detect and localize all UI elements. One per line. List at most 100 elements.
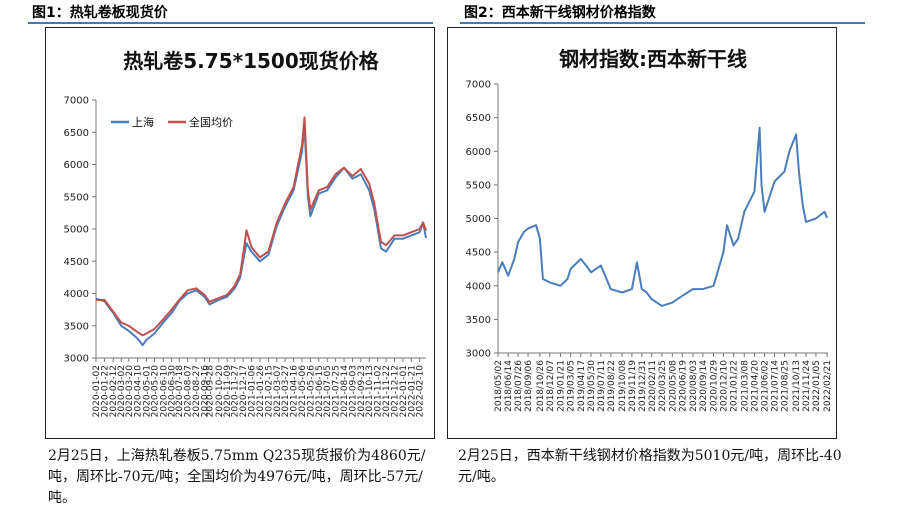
x-tick-label: 2019/05/30 <box>587 360 597 412</box>
x-tick-label: 2019/03/05 <box>567 360 577 412</box>
x-tick-label: 2021-06-15 <box>315 365 325 417</box>
x-tick-label: 2021-01-26 <box>256 365 266 418</box>
series-line-0 <box>497 126 829 307</box>
y-tick-label: 4500 <box>466 248 491 259</box>
y-tick-label: 5000 <box>64 225 89 236</box>
x-tick-label: 2020/09/14 <box>699 360 709 412</box>
x-tick-label: 2020-02-12 <box>109 365 119 417</box>
x-tick-label: 2021-07-25 <box>332 365 342 417</box>
x-tick-label: 2020/02/11 <box>648 360 658 412</box>
x-tick-label: 2021-02-15 <box>264 365 274 417</box>
x-tick-label: 2020-01-22 <box>100 365 110 417</box>
x-tick-label: 2022-01-21 <box>407 365 417 417</box>
x-tick-label: 2020-06-10 <box>159 365 169 418</box>
x-tick-label: 2020/08/03 <box>689 360 699 412</box>
y-tick-label: 7000 <box>466 80 491 91</box>
y-tick-label: 3000 <box>64 354 89 365</box>
x-tick-label: 2021-05-06 <box>298 365 308 418</box>
y-tick-label: 3500 <box>64 321 89 332</box>
x-tick-label: 2018/05/02 <box>494 360 504 412</box>
series-line-0 <box>95 124 427 347</box>
x-tick-label: 2021-03-27 <box>281 365 291 417</box>
x-tick-label: 2018/07/26 <box>514 360 524 412</box>
chart-panel-hot-rolled: 热轧卷5.75*1500现货价格 3000 3500 4000 4500 5000 5500… <box>45 27 435 439</box>
x-tick-label: 2021/03/08 <box>740 360 750 412</box>
x-tick-label: 2019/01/21 <box>556 360 566 412</box>
x-tick-label: 2022-01-01 <box>399 365 409 417</box>
x-tick-label: 2019/11/19 <box>628 360 638 412</box>
x-tick-label: 2018/12/07 <box>546 360 556 412</box>
x-tick-label: 2019/08/22 <box>607 360 617 412</box>
x-tick-label: 2020-09-28 <box>206 365 216 418</box>
y-tick-label: 6000 <box>64 160 89 171</box>
y-tick-label: 4000 <box>466 281 491 292</box>
x-tick-label: 2021-10-13 <box>365 365 375 417</box>
x-tick-label: 2020-03-02 <box>117 365 127 417</box>
x-tick-label: 2021-03-07 <box>273 365 283 417</box>
x-tick-label: 2021/11/24 <box>802 360 812 412</box>
x-tick-label: 2020-12-17 <box>239 365 249 417</box>
figure-1-label: 图1：热轧卷板现货价 <box>32 5 168 21</box>
x-tick-label: 2021-08-14 <box>340 365 350 418</box>
y-tick-label: 5000 <box>466 214 491 225</box>
x-tick-label: 2021-05-26 <box>306 365 316 418</box>
chart-panel-steel-index: 钢材指数:西本新干线 3000 3500 4000 4500 5000 5500 6000 65… <box>447 27 837 439</box>
y-tick-label: 6500 <box>466 113 491 124</box>
x-tick-label: 2020-05-01 <box>142 365 152 417</box>
x-tick-label: 2020-06-30 <box>168 365 178 418</box>
y-tick-label: 4500 <box>64 257 89 268</box>
x-tick-label: 2019/07/11 <box>597 360 607 412</box>
hot-rolled-price-chart: 热轧卷5.75*1500现货价格 3000 3500 4000 4500 5000 5500… <box>64 49 427 418</box>
x-tick-label: 2020/06/19 <box>678 360 688 412</box>
x-tick-label: 2020/10/29 <box>710 360 720 412</box>
figure-1-rule <box>28 22 433 24</box>
x-tick-label: 2020-04-10 <box>134 365 144 418</box>
x-tick-label: 2021/08/25 <box>780 360 790 412</box>
x-tick-label: 2018/10/26 <box>536 360 546 412</box>
x-tick-label: 2021/01/22 <box>730 360 740 412</box>
y-tick-label: 3000 <box>466 349 491 360</box>
figure-2-label: 图2：西本新干线钢材价格指数 <box>464 5 656 21</box>
figure-2-rule <box>460 22 865 24</box>
x-tick-label: 2021-11-22 <box>382 365 392 417</box>
x-tick-label: 2022/02/21 <box>823 360 833 412</box>
x-tick-label: 2021/04/20 <box>750 360 760 412</box>
x-tick-label: 2020/12/10 <box>719 360 729 412</box>
y-tick-label: 3500 <box>466 315 491 326</box>
y-tick-label: 7000 <box>64 96 89 107</box>
x-tick-label: 2022-02-10 <box>416 365 426 418</box>
legend-label: 全国均价 <box>189 115 233 129</box>
x-tick-label: 2021/10/13 <box>792 360 802 412</box>
y-tick-label: 6500 <box>64 128 89 139</box>
y-tick-label: 4000 <box>64 289 89 300</box>
x-tick-label: 2020-08-27 <box>192 365 202 417</box>
note-hot-rolled: 2月25日，上海热轧卷板5.75mm Q235现货报价为4860元/吨，周环比-… <box>48 448 426 506</box>
x-tick-label: 2021/06/02 <box>761 360 771 412</box>
x-tick-label: 2020-07-18 <box>175 365 185 418</box>
series-line-1 <box>96 116 427 337</box>
x-tick-label: 2020-03-20 <box>125 365 135 418</box>
x-tick-label: 2020/03/25 <box>658 360 668 412</box>
x-tick-label: 2020-11-27 <box>231 365 241 417</box>
x-tick-label: 2021-11-02 <box>374 365 384 417</box>
x-tick-label: 2019/04/17 <box>577 360 587 412</box>
y-tick-label: 6000 <box>466 147 491 158</box>
y-tick-label: 5500 <box>64 192 89 203</box>
x-tick-label: 2021-09-23 <box>357 365 367 417</box>
x-tick-label: 2021-12-12 <box>390 365 400 417</box>
x-tick-label: 2019/12/31 <box>638 360 648 412</box>
chart-title: 钢材指数:西本新干线 <box>559 47 747 71</box>
x-tick-label: 2020-09-16 <box>200 365 210 418</box>
x-tick-label: 2018/06/14 <box>504 360 514 412</box>
x-tick-label: 2018/09/06 <box>524 360 534 412</box>
x-tick-label: 2021/07/14 <box>771 360 781 412</box>
x-tick-label: 2020-10-20 <box>215 365 225 418</box>
x-tick-label: 2020/05/08 <box>668 360 678 412</box>
x-tick-label: 2021-01-06 <box>248 365 258 418</box>
x-tick-label: 2022/01/05 <box>812 360 822 412</box>
x-tick-label: 2021-09-03 <box>348 365 358 417</box>
legend-label: 上海 <box>132 115 154 129</box>
note-steel-index: 2月25日，西本新干线钢材价格指数为5010元/吨，周环比-40元/吨。 <box>458 448 842 485</box>
x-tick-label: 2019/10/08 <box>618 360 628 412</box>
y-tick-label: 5500 <box>466 180 491 191</box>
